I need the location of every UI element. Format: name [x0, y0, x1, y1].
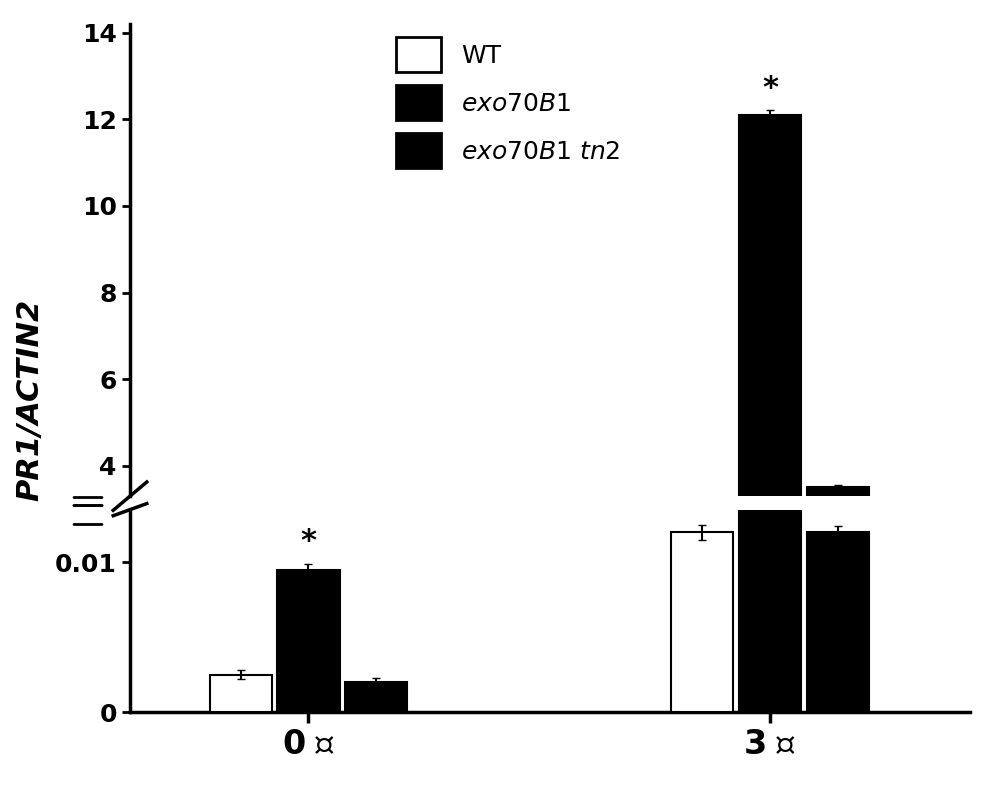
Bar: [345, 682, 407, 712]
Bar: [807, 487, 869, 639]
Text: *: *: [300, 527, 316, 556]
Legend: WT, $exo70B1$, $exo70B1$ $tn2$: WT, $exo70B1$, $exo70B1$ $tn2$: [386, 27, 631, 178]
Bar: [739, 115, 801, 639]
Text: *: *: [762, 74, 778, 103]
Bar: [277, 570, 340, 712]
Bar: [210, 674, 272, 712]
Bar: [739, 510, 801, 712]
Bar: [807, 532, 869, 712]
Bar: [671, 532, 733, 712]
Text: PR1/ACTIN2: PR1/ACTIN2: [15, 299, 45, 501]
